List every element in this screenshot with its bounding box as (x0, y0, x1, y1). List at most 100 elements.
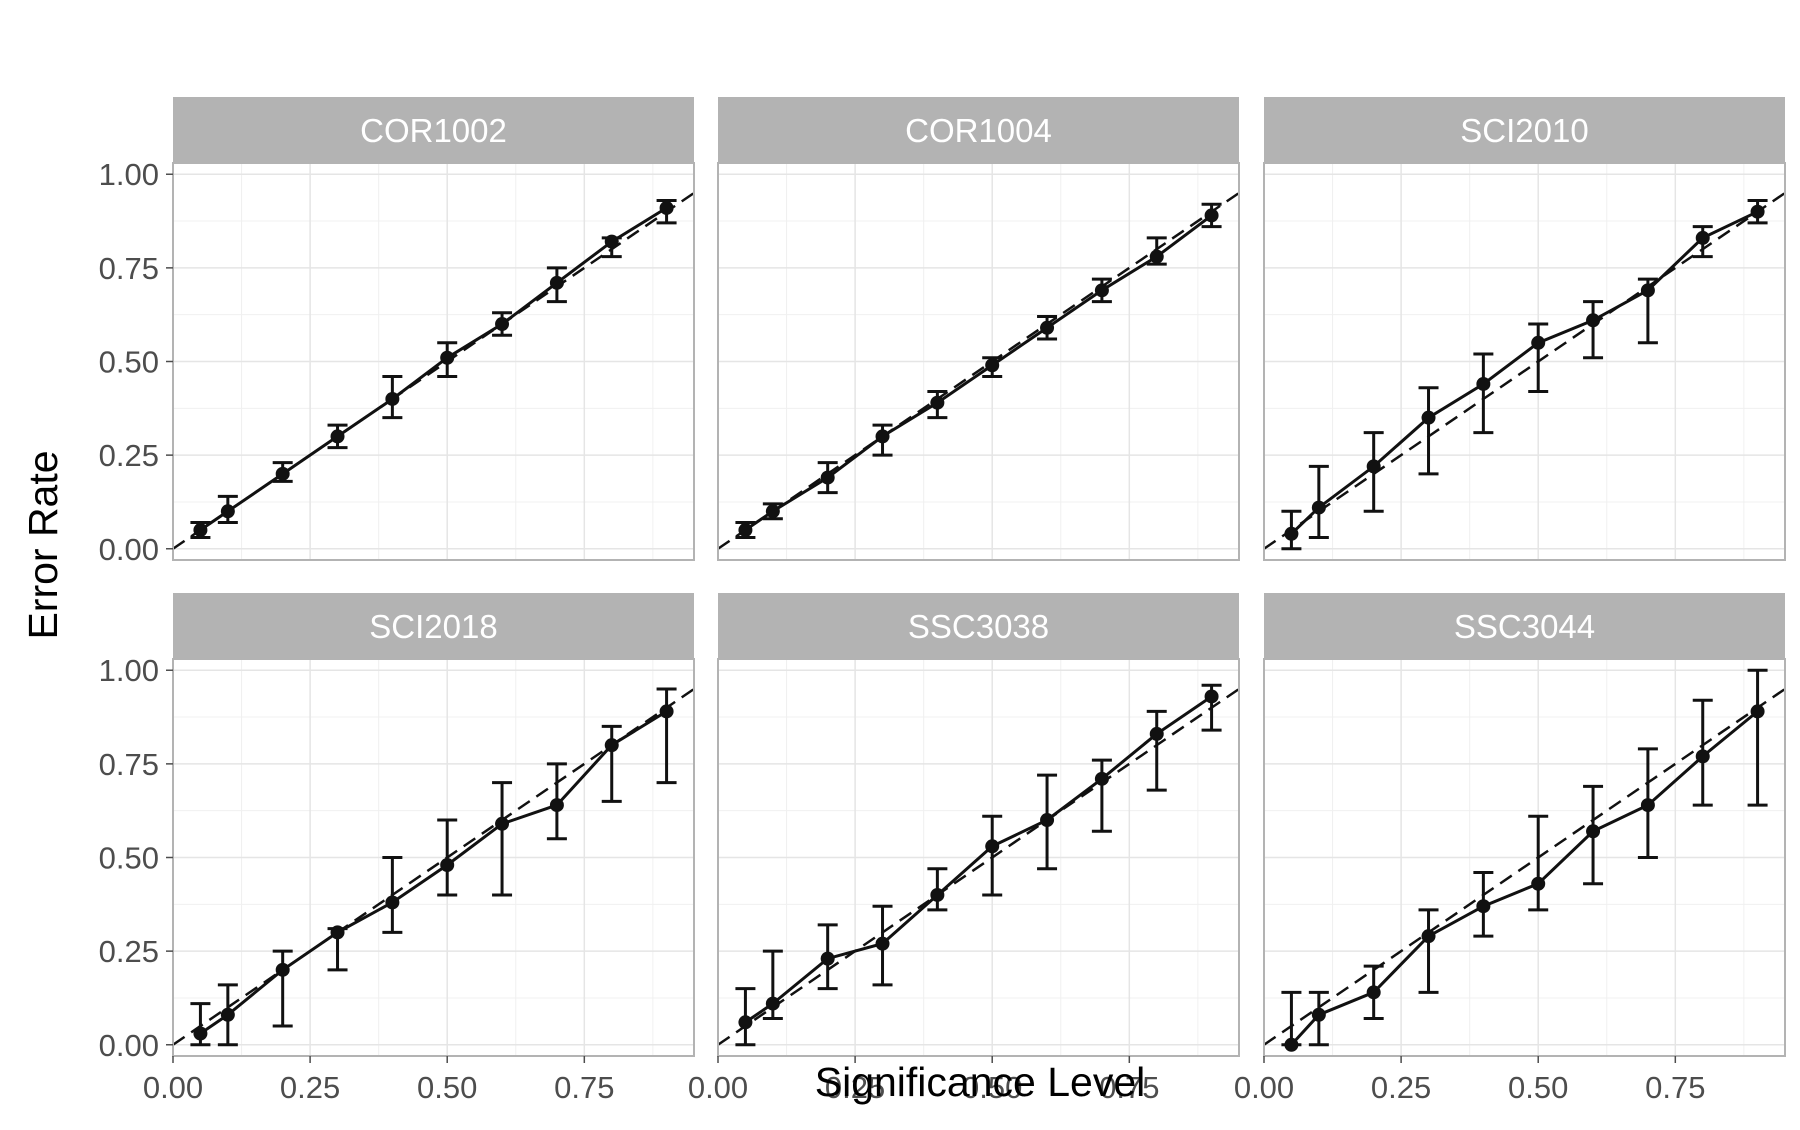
data-point (738, 523, 753, 538)
panel-strip (718, 593, 1239, 659)
data-point (1421, 410, 1436, 425)
data-point (330, 925, 345, 940)
x-tick-label: 0.00 (688, 1070, 748, 1105)
panel-strip (1264, 97, 1785, 163)
x-tick-label: 0.25 (1371, 1070, 1431, 1105)
data-point (1204, 689, 1219, 704)
x-tick-label: 0.00 (143, 1070, 203, 1105)
y-tick-label: 1.00 (99, 653, 159, 688)
data-point (193, 523, 208, 538)
reference-line (1263, 687, 1786, 1046)
panel-title: COR1002 (360, 112, 507, 149)
y-tick-label: 0.50 (99, 345, 159, 380)
data-point (1366, 985, 1381, 1000)
series-line (744, 214, 1213, 532)
reference-line (172, 191, 695, 550)
data-point (985, 358, 1000, 373)
data-point (440, 857, 455, 872)
data-point (1586, 824, 1601, 839)
panel-strip (1264, 593, 1785, 659)
x-tick-label: 0.50 (417, 1070, 477, 1105)
panel-sci2010: SCI2010 (1263, 97, 1786, 561)
data-point (1149, 249, 1164, 264)
reference-line (717, 191, 1240, 550)
x-axis-title: Significance Level (815, 1059, 1145, 1105)
panel-title: SSC3044 (1454, 608, 1595, 645)
data-point (1094, 283, 1109, 298)
x-tick-label: 0.75 (554, 1070, 614, 1105)
data-point (549, 798, 564, 813)
x-tick-label: 0.75 (1645, 1070, 1705, 1105)
data-point (1094, 771, 1109, 786)
data-point (1750, 704, 1765, 719)
data-point (385, 895, 400, 910)
series-line (199, 710, 668, 1035)
panel-ssc3038: SSC3038 0.00 0.25 0.50 0.75 (688, 593, 1240, 1105)
series-line (199, 206, 668, 532)
data-point (275, 466, 290, 481)
y-tick-label: 0.75 (99, 251, 159, 286)
data-point (765, 996, 780, 1011)
data-point (1149, 726, 1164, 741)
error-bar (492, 781, 513, 897)
data-point (549, 275, 564, 290)
data-point (659, 704, 674, 719)
data-point (1695, 230, 1710, 245)
data-point (1311, 1007, 1326, 1022)
y-tick-label: 0.25 (99, 438, 159, 473)
x-tick-label: 0.25 (825, 1070, 885, 1105)
data-point (604, 738, 619, 753)
panel-border (717, 658, 1240, 1057)
panel-border (717, 162, 1240, 561)
data-point (1284, 1037, 1299, 1052)
data-point (1040, 813, 1055, 828)
panel-cor1002: COR1002 0.00 0.25 0.50 0.75 1.00 (99, 97, 695, 567)
y-tick-label: 0.00 (99, 1028, 159, 1063)
data-point (1640, 798, 1655, 813)
y-tick-label: 0.75 (99, 747, 159, 782)
data-point (659, 200, 674, 215)
x-tick-label: 0.50 (962, 1070, 1022, 1105)
panel-border (1263, 658, 1786, 1057)
data-point (1311, 500, 1326, 515)
data-point (275, 962, 290, 977)
data-point (1531, 876, 1546, 891)
data-point (495, 317, 510, 332)
x-tick-label: 0.50 (1508, 1070, 1568, 1105)
data-point (1531, 335, 1546, 350)
error-bar (1528, 814, 1549, 912)
error-bar (1747, 668, 1768, 807)
panel-sci2018: SCI2018 0.00 0.25 0.50 0.75 1.00 0.00 0.25 0.50 0… (99, 593, 695, 1105)
series-line (1290, 710, 1759, 1046)
error-bar (1418, 386, 1439, 476)
data-point (1421, 929, 1436, 944)
y-tick-label: 0.25 (99, 934, 159, 969)
series-line (1290, 210, 1759, 535)
data-point (875, 429, 890, 444)
data-point (820, 951, 835, 966)
data-point (495, 816, 510, 831)
data-point (1040, 320, 1055, 335)
data-point (1476, 376, 1491, 391)
data-point (985, 839, 1000, 854)
error-bar (1473, 352, 1494, 435)
data-point (385, 391, 400, 406)
data-point (930, 395, 945, 410)
series-line (744, 695, 1213, 1024)
panel-title: SCI2018 (369, 608, 497, 645)
panel-cor1004: COR1004 (717, 97, 1240, 561)
data-point (440, 350, 455, 365)
x-tick-label: 0.25 (280, 1070, 340, 1105)
y-tick-label: 0.00 (99, 532, 159, 567)
data-point (1586, 313, 1601, 328)
y-tick-label: 0.50 (99, 841, 159, 876)
error-bar (437, 818, 458, 897)
reference-line (172, 687, 695, 1046)
data-point (738, 1015, 753, 1030)
panel-border (1263, 162, 1786, 561)
panel-strip (173, 593, 694, 659)
error-bar (1418, 908, 1439, 994)
panel-title: SSC3038 (908, 608, 1049, 645)
data-point (330, 429, 345, 444)
